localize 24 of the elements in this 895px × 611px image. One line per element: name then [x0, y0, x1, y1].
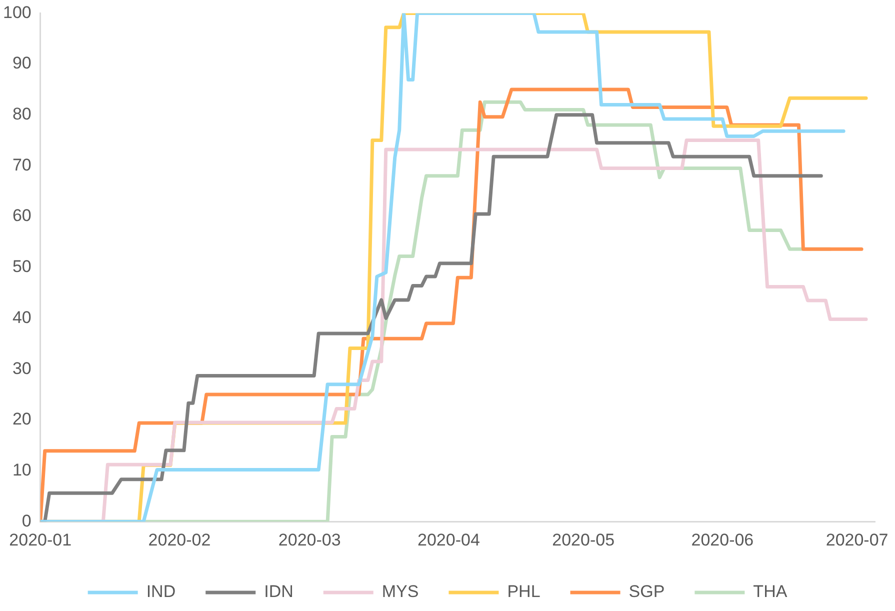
- y-tick-label: 80: [12, 104, 32, 124]
- y-tick-label: 0: [22, 511, 32, 530]
- legend-label: THA: [753, 582, 788, 602]
- y-tick-label: 30: [12, 358, 32, 378]
- x-tick-label: 2020-01: [9, 530, 72, 550]
- y-tick-label: 10: [12, 460, 32, 480]
- y-tick-label: 50: [12, 257, 32, 276]
- x-tick-label: 2020-06: [691, 530, 754, 550]
- legend-label: MYS: [382, 582, 419, 602]
- x-tick-label: 2020-05: [552, 530, 615, 550]
- y-tick-label: 20: [12, 410, 32, 429]
- y-tick-label: 100: [2, 2, 32, 22]
- legend-label: SGP: [628, 582, 665, 602]
- legend-label: IND: [146, 582, 176, 602]
- x-tick-label: 2020-02: [148, 530, 211, 550]
- y-tick-label: 90: [12, 54, 32, 73]
- legend-label: PHL: [507, 582, 540, 602]
- y-tick-label: 60: [12, 206, 32, 226]
- x-tick-label: 2020-04: [418, 530, 480, 550]
- y-tick-label: 40: [12, 308, 32, 327]
- y-tick-label: 70: [12, 155, 32, 174]
- legend-label: IDN: [264, 582, 294, 602]
- x-tick-label: 2020-07: [826, 530, 888, 550]
- x-tick-label: 2020-03: [278, 530, 341, 550]
